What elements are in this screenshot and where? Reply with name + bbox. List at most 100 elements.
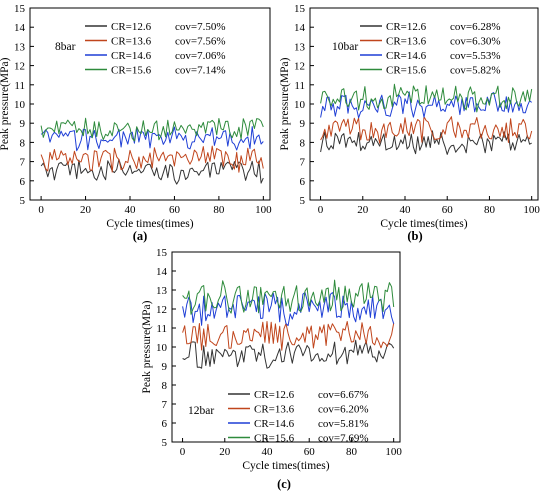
legend-series-name: CR=14.6	[254, 418, 295, 430]
y-tick-label: 10	[294, 99, 306, 111]
x-tick-label: 0	[180, 446, 186, 458]
legend-cov-value: cov=5.81%	[318, 418, 369, 430]
series-line-cr-15-6	[182, 279, 395, 315]
legend-cov-value: cov=5.82%	[450, 65, 501, 77]
series-line-cr-12-6	[40, 158, 264, 185]
legend-cov-value: cov=6.67%	[318, 389, 369, 401]
x-axis-title: Cycle times(times)	[106, 218, 193, 230]
y-tick-label: 15	[14, 3, 26, 15]
x-tick-label: 40	[400, 204, 412, 216]
legend-series-name: CR=13.6	[111, 36, 152, 48]
series-line-cr-12-6	[182, 339, 395, 369]
x-tick-label: 0	[318, 204, 324, 216]
y-tick-label: 14	[294, 22, 306, 34]
y-tick-label: 5	[300, 195, 306, 207]
legend-series-name: CR=13.6	[386, 36, 427, 48]
series-line-cr-15-6	[320, 83, 533, 113]
x-tick-label: 80	[346, 446, 358, 458]
y-tick-label: 11	[156, 323, 167, 335]
x-axis-title: Cycle times(times)	[380, 218, 467, 230]
legend-cov-value: cov=6.28%	[450, 21, 501, 33]
y-tick-label: 14	[156, 266, 168, 278]
y-tick-label: 15	[156, 247, 168, 259]
y-tick-label: 10	[156, 342, 168, 354]
series-line-cr-12-6	[320, 130, 532, 155]
series-line-cr-14-6	[182, 292, 395, 327]
y-tick-label: 8	[20, 137, 26, 149]
series-line-cr-13-6	[182, 321, 395, 351]
y-tick-label: 13	[156, 285, 168, 297]
x-tick-label: 80	[484, 204, 496, 216]
series-line-cr-13-6	[40, 145, 264, 173]
x-tick-label: 0	[38, 204, 44, 216]
y-tick-label: 9	[300, 118, 306, 130]
y-tick-label: 5	[162, 437, 168, 449]
legend-series-name: CR=12.6	[111, 21, 152, 33]
legend-series-name: CR=13.6	[254, 404, 295, 416]
legend-series-name: CR=14.6	[111, 50, 152, 62]
y-tick-label: 12	[294, 61, 305, 73]
legend-cov-value: cov=5.53%	[450, 50, 501, 62]
legend-cov-value: cov=7.06%	[175, 50, 226, 62]
y-tick-label: 7	[20, 157, 26, 169]
panel-label: (b)	[407, 229, 422, 243]
y-tick-label: 7	[300, 157, 306, 169]
y-tick-label: 15	[294, 3, 306, 15]
legend: CR=12.6 cov=6.67% CR=13.6 cov=6.20% CR=14.6 c…	[228, 389, 369, 445]
legend-cov-value: cov=7.50%	[175, 21, 226, 33]
x-tick-label: 20	[219, 446, 231, 458]
legend: CR=12.6 cov=6.28% CR=13.6 cov=6.30% CR=14.6 c…	[360, 21, 501, 77]
panel-label: (a)	[133, 229, 148, 243]
legend-cov-value: cov=6.20%	[318, 404, 369, 416]
legend-series-name: CR=15.6	[111, 65, 152, 77]
x-tick-label: 100	[523, 204, 540, 216]
series-line-cr-14-6	[320, 91, 533, 119]
y-tick-label: 9	[162, 361, 168, 373]
y-tick-label: 6	[20, 176, 26, 188]
y-tick-label: 8	[300, 137, 306, 149]
legend-cov-value: cov=7.14%	[175, 65, 226, 77]
y-tick-label: 13	[294, 41, 306, 53]
legend-series-name: CR=15.6	[254, 433, 295, 445]
y-axis-title: Peak pressure(MPa)	[279, 57, 291, 150]
x-tick-label: 60	[169, 204, 181, 216]
condition-label: 8bar	[55, 41, 76, 53]
y-tick-label: 13	[14, 41, 26, 53]
chart-panel-a: 5 6 7 8 9 10 11 12 13 14 15 0 20 40 60 80 100 Cycle times…	[0, 3, 272, 243]
y-axis-title: Peak pressure(MPa)	[0, 57, 11, 150]
y-tick-label: 14	[14, 22, 26, 34]
x-tick-label: 100	[255, 204, 272, 216]
legend-cov-value: cov=7.56%	[175, 36, 226, 48]
x-tick-label: 20	[357, 204, 369, 216]
y-axis-title: Peak pressure(MPa)	[141, 300, 153, 393]
legend-series-name: CR=15.6	[386, 65, 427, 77]
x-tick-label: 40	[125, 204, 137, 216]
x-tick-label: 80	[213, 204, 225, 216]
y-tick-label: 12	[14, 61, 25, 73]
series-line-cr-14-6	[40, 126, 264, 152]
chart-panel-c: 5 6 7 8 9 10 11 12 13 14 15 0 20 40 60 80 100 Cycle times…	[141, 247, 402, 491]
series-line-cr-13-6	[320, 116, 533, 144]
legend: CR=12.6 cov=7.50% CR=13.6 cov=7.56% CR=14.6 c…	[85, 21, 226, 77]
x-axis-title: Cycle times(times)	[242, 460, 329, 472]
legend-cov-value: cov=7.69%	[318, 433, 369, 445]
legend-cov-value: cov=6.30%	[450, 36, 501, 48]
y-tick-label: 11	[14, 80, 25, 92]
legend-series-name: CR=12.6	[386, 21, 427, 33]
y-tick-label: 11	[294, 80, 305, 92]
y-tick-label: 9	[20, 118, 26, 130]
y-tick-label: 10	[14, 99, 26, 111]
y-tick-label: 12	[156, 304, 167, 316]
x-tick-label: 60	[442, 204, 454, 216]
y-tick-label: 7	[162, 399, 168, 411]
y-tick-label: 6	[300, 176, 306, 188]
chart-panel-b: 5 6 7 8 9 10 11 12 13 14 15 0 20 40 60 80 100 Cycle times…	[279, 3, 540, 243]
legend-series-name: CR=12.6	[254, 389, 295, 401]
panel-label: (c)	[277, 477, 291, 491]
y-tick-label: 8	[162, 380, 168, 392]
legend-series-name: CR=14.6	[386, 50, 427, 62]
y-tick-label: 5	[20, 195, 26, 207]
condition-label: 10bar	[332, 41, 358, 53]
